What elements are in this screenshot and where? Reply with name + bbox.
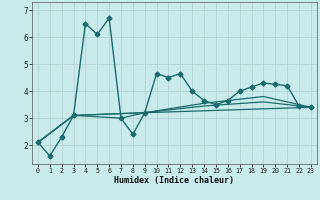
X-axis label: Humidex (Indice chaleur): Humidex (Indice chaleur) xyxy=(115,176,234,185)
